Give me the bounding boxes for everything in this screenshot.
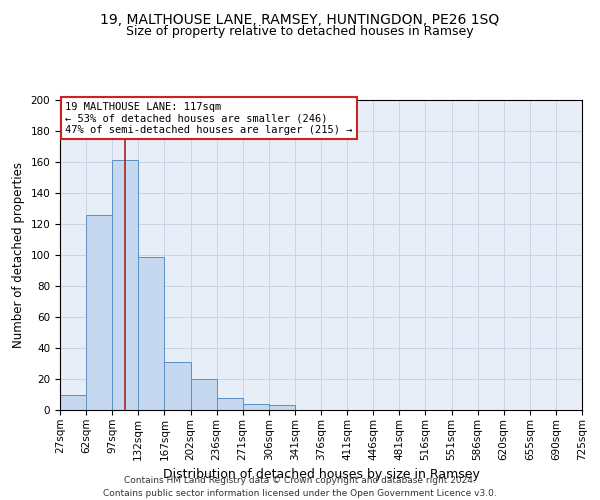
Bar (112, 160, 139, 410)
Text: 19 MALTHOUSE LANE: 117sqm
← 53% of detached houses are smaller (246)
47% of semi: 19 MALTHOUSE LANE: 117sqm ← 53% of detac… (65, 102, 353, 134)
Bar (86, 214, 112, 410)
Text: Size of property relative to detached houses in Ramsey: Size of property relative to detached ho… (126, 25, 474, 38)
Bar (191, 379, 217, 410)
Text: Contains HM Land Registry data © Crown copyright and database right 2024.
Contai: Contains HM Land Registry data © Crown c… (103, 476, 497, 498)
Bar (243, 404, 269, 410)
Y-axis label: Number of detached properties: Number of detached properties (12, 162, 25, 348)
X-axis label: Distribution of detached houses by size in Ramsey: Distribution of detached houses by size … (163, 468, 479, 481)
Bar (60, 394, 86, 410)
Text: 19, MALTHOUSE LANE, RAMSEY, HUNTINGDON, PE26 1SQ: 19, MALTHOUSE LANE, RAMSEY, HUNTINGDON, … (100, 12, 500, 26)
Bar (217, 398, 243, 410)
Bar (164, 362, 191, 410)
Bar (269, 406, 295, 410)
Bar (139, 256, 164, 410)
